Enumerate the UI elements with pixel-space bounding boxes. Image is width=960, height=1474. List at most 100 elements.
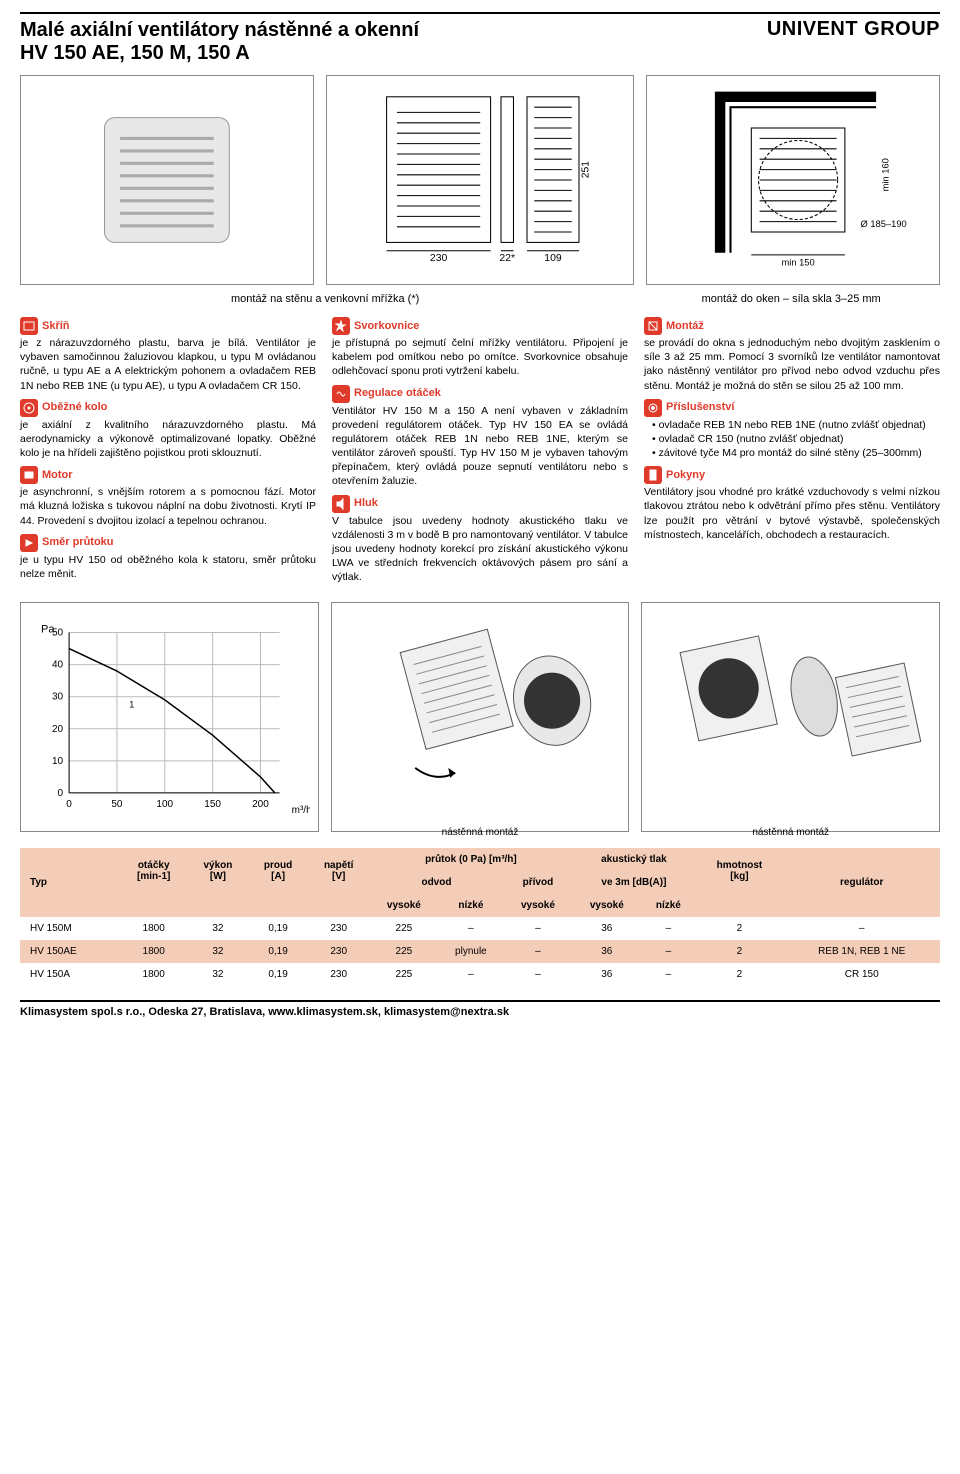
pokyny-body: Ventilátory jsou vhodné pro krátké vzduc… <box>644 486 940 541</box>
wall-mount-drawing-2: nástěnná montáž <box>641 602 940 832</box>
svg-text:109: 109 <box>544 253 562 264</box>
section-motor: Motor <box>20 466 316 484</box>
th-napeti: napětí[V] <box>308 848 370 894</box>
th-reg: regulátor <box>783 848 940 917</box>
hluk-body: V tabulce jsou uvedeny hodnoty akustické… <box>332 515 628 584</box>
diagram-captions: montáž na stěnu a venkovní mřížka (*) mo… <box>20 293 940 305</box>
th-nizke-2: nízké <box>641 894 695 917</box>
th-proud: proud[A] <box>248 848 308 894</box>
column-2: Svorkovnice je přístupná po sejmutí čeln… <box>332 317 628 584</box>
caption-wall-2: nástěnná montáž <box>642 823 939 842</box>
svg-text:10: 10 <box>52 756 64 767</box>
kolo-body: je axiální z kvalitního nárazuvzdorného … <box>20 419 316 459</box>
header-title-block: Malé axiální ventilátory nástěnné a oken… <box>20 18 419 65</box>
th-akust: akustický tlak <box>572 848 695 871</box>
section-reg: Regulace otáček <box>332 385 628 403</box>
diagram-front-side: 230 22* 109 251 <box>326 75 634 285</box>
smer-body: je u typu HV 150 od oběžného kola k stat… <box>20 554 316 580</box>
caption-wall-1: nástěnná montáž <box>332 823 629 842</box>
title-line-1: Malé axiální ventilátory nástěnné a oken… <box>20 18 419 42</box>
section-pokyny: Pokyny <box>644 466 940 484</box>
caption-wall-grille: montáž na stěnu a venkovní mřížka (*) <box>20 293 630 305</box>
svg-text:1: 1 <box>129 700 134 710</box>
table-row: HV 150A1800320,19230225––36–2CR 150 <box>20 963 940 986</box>
instructions-icon <box>644 466 662 484</box>
reg-body: Ventilátor HV 150 M a 150 A není vybaven… <box>332 405 628 488</box>
accessories-list: ovladače REB 1N nebo REB 1NE (nutno zvlá… <box>644 418 940 461</box>
svg-text:Ø 185–190: Ø 185–190 <box>861 219 907 229</box>
th-prutok: průtok (0 Pa) [m³/h] <box>369 848 572 871</box>
svg-text:20: 20 <box>52 724 64 735</box>
title-line-2: HV 150 AE, 150 M, 150 A <box>20 42 419 65</box>
svg-text:50: 50 <box>111 799 123 810</box>
motor-icon <box>20 466 38 484</box>
case-icon <box>20 317 38 335</box>
chart-svg: Pa 01020304050050100150200 1 m³/h <box>29 611 310 825</box>
wall-mount-drawing-1: nástěnná montáž <box>331 602 630 832</box>
fan-icon <box>20 399 38 417</box>
th-vysoke-2: vysoké <box>504 894 573 917</box>
table-row: HV 150M1800320,19230225––36–2– <box>20 917 940 940</box>
skrin-body: je z nárazuvzdorného plastu, barva je bí… <box>20 337 316 392</box>
svg-text:50: 50 <box>52 628 64 639</box>
diagram-row-top: 230 22* 109 251 min 150 min 160 Ø 185–19… <box>20 75 940 285</box>
svg-text:22*: 22* <box>499 253 515 264</box>
page-footer: Klimasystem spol.s r.o., Odeska 27, Brat… <box>20 1000 940 1018</box>
accessories-icon <box>644 399 662 417</box>
svg-text:40: 40 <box>52 660 64 671</box>
svg-text:251: 251 <box>580 161 591 179</box>
section-svork: Svorkovnice <box>332 317 628 335</box>
diagram-window-mount: min 150 min 160 Ø 185–190 <box>646 75 940 285</box>
acc-item: ovladač CR 150 (nutno zvlášť objednat) <box>652 432 940 446</box>
th-privod: přívod <box>504 871 573 894</box>
th-vykon: výkon[W] <box>188 848 249 894</box>
section-kolo: Oběžné kolo <box>20 399 316 417</box>
th-hmot: hmotnost[kg] <box>695 848 783 894</box>
section-hluk: Hluk <box>332 495 628 513</box>
section-montaz: Montáž <box>644 317 940 335</box>
exploded-view-2 <box>650 611 931 814</box>
svg-text:150: 150 <box>204 799 221 810</box>
pressure-chart: Pa 01020304050050100150200 1 m³/h <box>20 602 319 832</box>
table-header: Typ otáčky[min-1] výkon[W] proud[A] napě… <box>20 848 940 917</box>
th-nizke-1: nízké <box>438 894 503 917</box>
th-odvod: odvod <box>369 871 503 894</box>
th-vysoke-3: vysoké <box>572 894 641 917</box>
svg-text:100: 100 <box>156 799 173 810</box>
svg-text:min 150: min 150 <box>782 257 815 267</box>
table-row: HV 150AE1800320,19230225plynule–36–2REB … <box>20 940 940 963</box>
page-header: Malé axiální ventilátory nástěnné a oken… <box>20 12 940 65</box>
svg-text:m³/h: m³/h <box>292 805 310 816</box>
th-otacky: otáčky[min-1] <box>120 848 188 894</box>
regulation-icon <box>332 385 350 403</box>
th-akust-u: ve 3m [dB(A)] <box>572 871 695 894</box>
svg-text:0: 0 <box>58 788 64 799</box>
acc-item: ovladače REB 1N nebo REB 1NE (nutno zvlá… <box>652 418 940 432</box>
svg-text:200: 200 <box>252 799 269 810</box>
column-3: Montáž se provádí do okna s jednoduchým … <box>644 317 940 584</box>
exploded-view-1 <box>340 611 621 814</box>
svg-text:min 160: min 160 <box>881 158 891 191</box>
montaz-body: se provádí do okna s jednoduchým nebo dv… <box>644 337 940 392</box>
dimension-drawing-2: min 150 min 160 Ø 185–190 <box>647 76 939 284</box>
terminal-icon <box>332 317 350 335</box>
bottom-row: Pa 01020304050050100150200 1 m³/h <box>20 602 940 832</box>
dimension-drawing-1: 230 22* 109 251 <box>327 76 633 284</box>
svg-text:230: 230 <box>430 253 448 264</box>
noise-icon <box>332 495 350 513</box>
th-vysoke-1: vysoké <box>369 894 438 917</box>
section-smer: Směr průtoku <box>20 534 316 552</box>
brand-name: UNIVENT GROUP <box>767 18 940 41</box>
mounting-icon <box>644 317 662 335</box>
motor-body: je asynchronní, s vnějším rotorem a s po… <box>20 486 316 526</box>
table-body: HV 150M1800320,19230225––36–2–HV 150AE18… <box>20 917 940 986</box>
column-1: Skříň je z nárazuvzdorného plastu, barva… <box>20 317 316 584</box>
fan-photo-placeholder <box>21 76 313 284</box>
svg-text:30: 30 <box>52 692 64 703</box>
th-typ: Typ <box>20 848 120 917</box>
section-skrin: Skříň <box>20 317 316 335</box>
diagram-photo <box>20 75 314 285</box>
caption-window: montáž do oken – síla skla 3–25 mm <box>642 293 940 305</box>
flow-icon <box>20 534 38 552</box>
data-table: Typ otáčky[min-1] výkon[W] proud[A] napě… <box>20 848 940 986</box>
